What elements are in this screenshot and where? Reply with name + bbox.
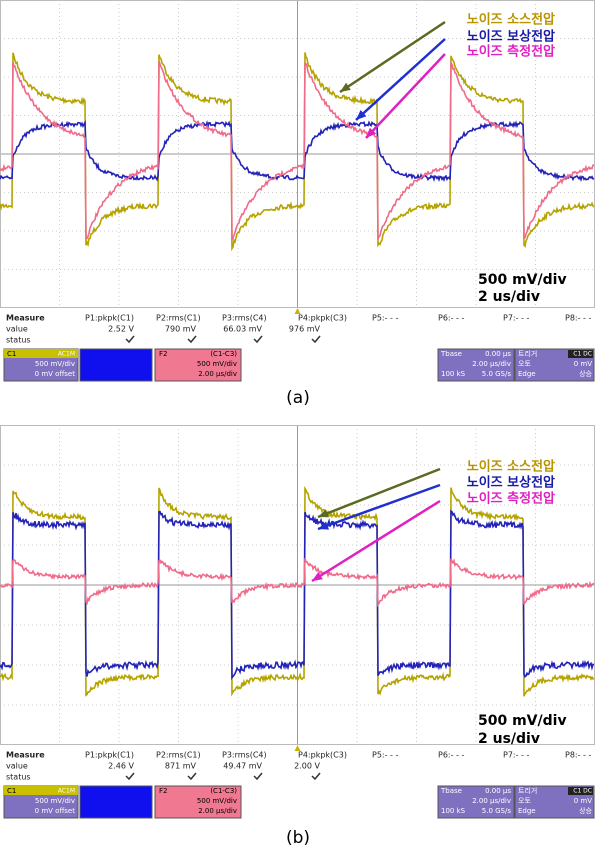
measure-header: P6:- - - [438,751,464,760]
measure-value: 49.47 mV [223,762,262,771]
measure-header: P3:rms(C4) [222,751,267,760]
legend-label: 노이즈 측정전압 [467,44,555,60]
trigger-text: C1 DC [573,351,592,358]
channel-text: AC1M [58,788,75,795]
measure-header: P2:rms(C1) [156,314,201,323]
timebase-text: 2.00 µs/div [472,797,511,805]
measure-header: P4:pkpk(C3) [298,751,347,760]
status-check [254,773,262,779]
measure-value: 790 mV [165,325,197,334]
measure-header: P8:- - - [565,751,591,760]
timebase-text: 100 kS [441,370,466,378]
measure-row-label: status [6,336,31,345]
scale-label: 500 mV/div [478,272,567,288]
arrow [318,485,440,529]
status-check [254,336,262,342]
channel-text: 500 mV/div [197,360,237,368]
channel-text: 0 mV offset [35,807,76,815]
channel-text: (C1-C3) [210,350,237,358]
trigger-text: 0 mV [574,360,592,368]
measure-value: 871 mV [165,762,197,771]
measure-header: P7:- - - [503,314,529,323]
status-check [126,336,134,342]
channel-box [80,786,152,818]
trigger-text: 상승 [579,369,592,378]
channel-text: AC1M [58,351,75,358]
measure-header: P6:- - - [438,314,464,323]
channel-text: F2 [159,350,167,358]
trigger-text: 0 mV [574,797,592,805]
timebase-text: 100 kS [441,807,466,815]
trigger-text: 오토 [518,797,531,805]
status-check [126,773,134,779]
measure-value: 976 mV [289,325,321,334]
status-check [312,773,320,779]
legend-label: 노이즈 보상전압 [467,29,555,45]
panel-label: (b) [286,828,310,848]
legend-label: 노이즈 소스전압 [467,459,555,475]
channel-text: 0 mV offset [35,370,76,378]
measure-header: Measure [6,751,45,760]
timebase-text: 0.00 µs [485,787,511,795]
measure-header: P1:pkpk(C1) [85,314,134,323]
measure-header: P8:- - - [565,314,591,323]
measure-header: P1:pkpk(C1) [85,751,134,760]
scale-label: 2 us/div [478,289,540,305]
measure-value: 2.46 V [108,762,134,771]
measure-header: P5:- - - [372,314,398,323]
legend-label: 노이즈 소스전압 [467,12,555,28]
trigger-text: 오토 [518,360,531,368]
timebase-text: 2.00 µs/div [472,360,511,368]
arrow-head [340,83,351,92]
channel-text: 500 mV/div [35,797,75,805]
status-check [188,773,196,779]
status-check [188,336,196,342]
trigger-text: 트리거 [518,349,537,358]
timebase-text: Tbase [440,350,462,358]
trigger-text: Edge [518,807,536,815]
channel-text: C1 [7,787,16,795]
measure-header: P2:rms(C1) [156,751,201,760]
status-check [312,336,320,342]
scale-label: 2 us/div [478,731,540,747]
measure-row-label: value [6,325,28,334]
legend-label: 노이즈 보상전압 [467,475,555,491]
channel-text: 500 mV/div [197,797,237,805]
channel-text: F2 [159,787,167,795]
legend-label: 노이즈 측정전압 [467,491,555,507]
measure-header: P7:- - - [503,751,529,760]
timebase-text: 0.00 µs [485,350,511,358]
measure-row-label: status [6,773,31,782]
timebase-text: 5.0 GS/s [482,807,512,815]
measure-header: P4:pkpk(C3) [298,314,347,323]
channel-text: C1 [7,350,16,358]
measure-row-label: value [6,762,28,771]
measure-value: 2.00 V [294,762,320,771]
arrow [340,22,445,92]
figure: 노이즈 소스전압노이즈 보상전압노이즈 측정전압500 mV/div2 us/d… [0,0,595,853]
trigger-text: 트리거 [518,786,537,795]
channel-text: (C1-C3) [210,787,237,795]
trigger-text: 상승 [579,806,592,815]
channel-text: 500 mV/div [35,360,75,368]
arrow [318,469,440,517]
scale-label: 500 mV/div [478,713,567,729]
channel-text: 2.00 µs/div [198,370,237,378]
measure-header: P5:- - - [372,751,398,760]
panel-label: (a) [286,388,310,408]
channel-text: 2.00 µs/div [198,807,237,815]
measure-value: 2.52 V [108,325,134,334]
measure-header: P3:rms(C4) [222,314,267,323]
timebase-text: 5.0 GS/s [482,370,512,378]
channel-box [80,349,152,381]
timebase-text: Tbase [440,787,462,795]
measure-header: Measure [6,314,45,323]
trigger-text: Edge [518,370,536,378]
trigger-text: C1 DC [573,788,592,795]
measure-value: 66.03 mV [223,325,262,334]
